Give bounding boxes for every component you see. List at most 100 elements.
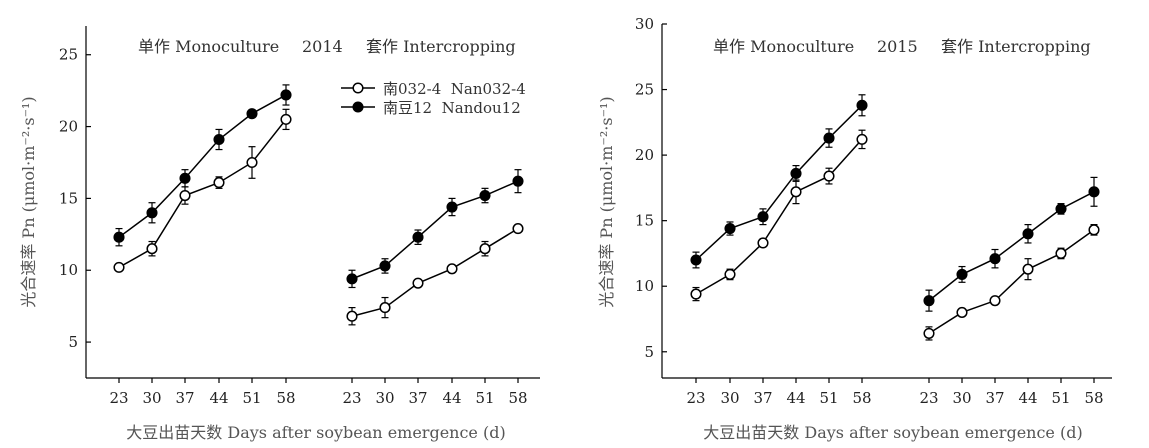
series-layer bbox=[690, 94, 1100, 341]
data-point-nandou12 bbox=[246, 108, 258, 120]
data-point-nan032-4 bbox=[179, 189, 191, 202]
x-axis-title: 大豆出苗天数 Days after soybean emergence (d) bbox=[126, 423, 505, 442]
data-point-nandou12 bbox=[113, 231, 125, 243]
data-point-nan032-4 bbox=[346, 310, 358, 322]
y-tick-label: 30 bbox=[635, 15, 654, 33]
x-tick-label: 23 bbox=[919, 389, 938, 407]
data-point-nandou12 bbox=[856, 99, 868, 111]
data-point-nan032-4 bbox=[989, 295, 1001, 307]
data-point-nandou12 bbox=[989, 253, 1001, 265]
header-intercropping: 套作 Intercropping bbox=[941, 37, 1091, 56]
x-tick-label: 37 bbox=[753, 389, 772, 407]
data-point-nan032-4 bbox=[246, 156, 258, 169]
y-axis-title: 光合速率 Pn (μmol·m⁻²·s⁻¹) bbox=[597, 96, 616, 307]
y-ticks: 5 10 15 20 25 30 bbox=[635, 15, 667, 361]
series-line-nan032-4-monoculture bbox=[695, 138, 863, 295]
data-point-nandou12 bbox=[213, 133, 225, 146]
legend-label-nandou12: 南豆12 Nandou12 bbox=[383, 99, 521, 117]
y-tick-label: 10 bbox=[59, 261, 78, 279]
x-tick-label: 30 bbox=[142, 389, 161, 407]
data-point-nandou12 bbox=[346, 273, 358, 285]
data-point-nandou12 bbox=[412, 231, 424, 243]
data-point-nan032-4 bbox=[479, 243, 491, 255]
data-point-nandou12 bbox=[146, 207, 158, 219]
series-line-nan032-4-intercropping bbox=[351, 227, 519, 317]
data-point-nan032-4 bbox=[956, 306, 968, 318]
data-point-nandou12 bbox=[724, 222, 736, 235]
data-point-nandou12 bbox=[1022, 228, 1034, 240]
data-point-nandou12 bbox=[757, 211, 769, 223]
y-tick-label: 25 bbox=[59, 46, 78, 64]
y-tick-label: 5 bbox=[68, 333, 78, 351]
legend-marker-open-circle bbox=[352, 82, 364, 94]
x-tick-label: 37 bbox=[175, 389, 194, 407]
x-tick-label: 44 bbox=[209, 389, 228, 407]
chart-panel-2015: 5 10 15 20 25 30 23 30 37 44 51 58 23 30 37 44 51 58 单作 … bbox=[597, 15, 1112, 442]
data-point-nan032-4 bbox=[280, 113, 292, 125]
data-point-nan032-4 bbox=[213, 177, 225, 189]
data-point-nandou12 bbox=[1088, 186, 1100, 198]
data-point-nan032-4 bbox=[1022, 263, 1034, 275]
x-tick-label: 51 bbox=[1051, 389, 1070, 407]
y-ticks: 5 10 15 20 25 bbox=[59, 46, 91, 351]
data-point-nan032-4 bbox=[923, 327, 935, 339]
x-tick-label: 44 bbox=[786, 389, 805, 407]
data-point-nandou12 bbox=[179, 172, 191, 184]
x-ticks: 23 30 37 44 51 58 23 30 37 44 51 58 bbox=[109, 378, 528, 407]
header-monoculture: 单作 Monoculture bbox=[138, 37, 279, 56]
data-point-nandou12 bbox=[923, 295, 935, 307]
data-point-nandou12 bbox=[956, 268, 968, 280]
data-point-nan032-4 bbox=[446, 263, 458, 275]
y-tick-label: 5 bbox=[644, 343, 654, 361]
y-tick-label: 20 bbox=[635, 146, 654, 164]
x-tick-label: 37 bbox=[985, 389, 1004, 407]
x-tick-label: 58 bbox=[276, 389, 295, 407]
x-tick-label: 51 bbox=[819, 389, 838, 407]
data-point-nan032-4 bbox=[856, 133, 868, 145]
x-ticks: 23 30 37 44 51 58 23 30 37 44 51 58 bbox=[686, 378, 1104, 407]
x-tick-label: 44 bbox=[1018, 389, 1037, 407]
header-monoculture: 单作 Monoculture bbox=[713, 37, 854, 56]
data-point-nandou12 bbox=[280, 89, 292, 101]
legend: 南032-4 Nan032-4 南豆12 Nandou12 bbox=[341, 80, 526, 117]
y-axis-title: 光合速率 Pn (μmol·m⁻²·s⁻¹) bbox=[19, 96, 38, 307]
y-tick-label: 10 bbox=[635, 277, 654, 295]
y-tick-label: 15 bbox=[59, 189, 78, 207]
y-tick-label: 25 bbox=[635, 81, 654, 99]
data-point-nandou12 bbox=[1055, 203, 1067, 215]
data-point-nan032-4 bbox=[1088, 224, 1100, 236]
data-point-nandou12 bbox=[690, 254, 702, 266]
x-tick-label: 23 bbox=[342, 389, 361, 407]
data-point-nan032-4 bbox=[1055, 247, 1067, 259]
data-point-nandou12 bbox=[512, 175, 524, 187]
data-point-nan032-4 bbox=[412, 277, 424, 289]
legend-marker-filled-circle bbox=[352, 101, 364, 113]
header-intercropping: 套作 Intercropping bbox=[366, 37, 516, 56]
data-point-nandou12 bbox=[379, 260, 391, 272]
y-tick-label: 15 bbox=[635, 212, 654, 230]
data-point-nan032-4 bbox=[146, 243, 158, 255]
x-tick-label: 37 bbox=[408, 389, 427, 407]
x-tick-label: 23 bbox=[686, 389, 705, 407]
series-line-nan032-4-monoculture bbox=[118, 118, 287, 269]
data-point-nandou12 bbox=[446, 201, 458, 213]
legend-label-nan032-4: 南032-4 Nan032-4 bbox=[383, 80, 526, 98]
data-point-nandou12 bbox=[823, 132, 835, 144]
series-layer bbox=[113, 84, 524, 326]
data-point-nan032-4 bbox=[724, 268, 736, 280]
y-tick-label: 20 bbox=[59, 118, 78, 136]
x-axis-title: 大豆出苗天数 Days after soybean emergence (d) bbox=[703, 423, 1082, 442]
chart-panel-2014: 5 10 15 20 25 23 30 37 44 51 58 23 30 37 44 51 58 单作 Mo… bbox=[19, 26, 540, 442]
x-tick-label: 58 bbox=[852, 389, 871, 407]
data-point-nan032-4 bbox=[512, 223, 524, 235]
data-point-nan032-4 bbox=[690, 288, 702, 300]
data-point-nan032-4 bbox=[379, 302, 391, 314]
data-point-nan032-4 bbox=[790, 186, 802, 198]
series-line-nandou12-intercropping bbox=[928, 191, 1095, 302]
x-tick-label: 58 bbox=[508, 389, 527, 407]
x-tick-label: 58 bbox=[1084, 389, 1103, 407]
x-tick-label: 51 bbox=[475, 389, 494, 407]
x-tick-label: 23 bbox=[109, 389, 128, 407]
data-point-nan032-4 bbox=[823, 170, 835, 182]
